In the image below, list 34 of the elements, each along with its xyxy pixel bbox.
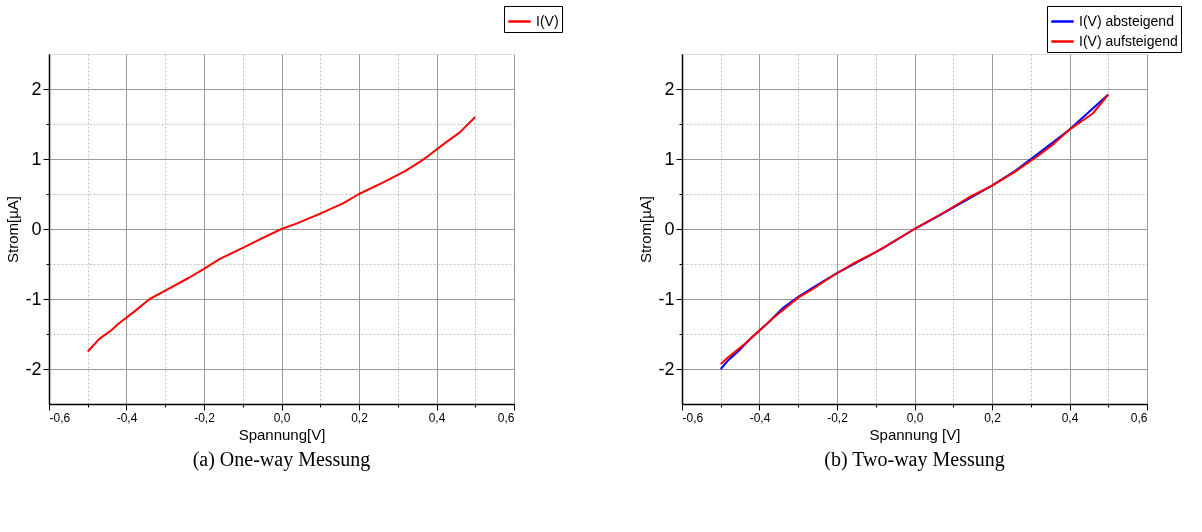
y-tick-label: 1 [664,148,675,169]
y-tick-label: 0 [664,218,675,239]
y-tick-label: -2 [658,358,675,379]
x-tick-label: -0,2 [827,410,849,425]
y-tick-label: 1 [31,148,42,169]
y-tick-label: -2 [25,358,42,379]
y-tick-label: 0 [31,218,42,239]
x-tick-label: 0,0 [906,410,924,425]
x-tick-label: 0,0 [273,410,291,425]
x-tick-label: -0,2 [194,410,216,425]
legend-label: I(V) absteigend [1079,12,1174,29]
text: (a) One-way Messung [192,448,371,471]
x-tick-label: 0,2 [351,410,369,425]
y-tick-label: -1 [25,288,42,309]
x-tick-label: 0,6 [497,410,515,425]
x-tick-label: 0,6 [1130,410,1148,425]
x-tick-label: 0,4 [1061,410,1079,425]
x-tick-label: 0,4 [428,410,446,425]
x-tick-label: -0,6 [49,410,71,425]
y-tick-label: -1 [658,288,675,309]
y-axis-title: Strom[µA] [637,196,655,263]
legend-label: I(V) [536,12,559,29]
x-axis-title: Spannung[V] [238,425,326,443]
x-tick-label: -0,4 [116,410,138,425]
text: (b) Two-way Messung [824,448,1005,471]
x-tick-label: 0,2 [984,410,1002,425]
legend-label: I(V) aufsteigend [1079,32,1178,49]
y-axis-title: Strom[µA] [4,196,22,263]
x-axis-title: Spannung [V] [869,425,961,443]
line-series [86,116,477,353]
y-tick-label: 2 [664,78,675,99]
x-tick-label: -0,4 [749,410,771,425]
y-tick-label: 2 [31,78,42,99]
x-tick-label: -0,6 [682,410,704,425]
